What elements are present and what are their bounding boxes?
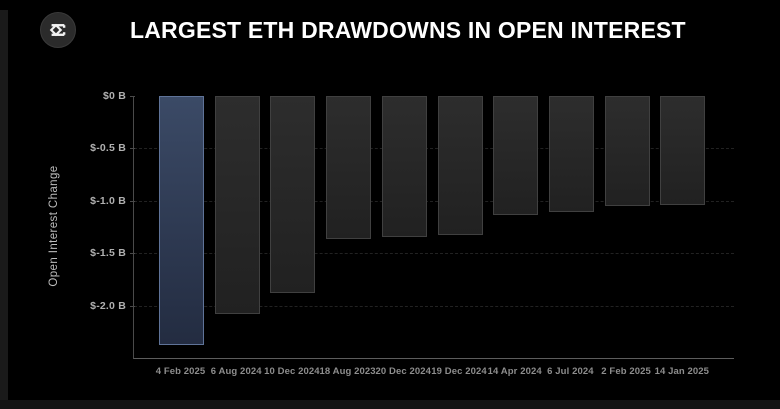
brand-logo[interactable] [40,12,76,48]
x-axis-label: 4 Feb 2025 [155,366,206,377]
bar[interactable] [381,96,427,238]
chart-title: LARGEST ETH DRAWDOWNS IN OPEN INTEREST [130,17,686,43]
x-axis-label: 10 Dec 2024 [264,366,320,377]
plot-area [133,96,734,359]
bar[interactable] [548,96,594,213]
window-edge-bottom [0,400,780,409]
y-tick-label: $-1.0 B [90,194,126,207]
x-axis-label: 6 Jul 2024 [547,366,594,377]
y-tick-label: $-2.0 B [90,299,126,312]
y-tick-label: $0 B [103,90,126,102]
gridline [134,200,734,202]
bar[interactable] [159,96,204,346]
y-tick-mark [130,253,135,255]
y-axis-title: Open Interest Change [48,165,60,287]
y-tick-mark [130,148,135,150]
bar[interactable] [437,96,483,236]
sigma-diamond-icon [49,23,66,37]
bar[interactable] [493,96,539,216]
x-axis-label: 19 Dec 2024 [431,366,487,377]
gridline [134,305,734,307]
x-axis-label: 2 Feb 2025 [601,366,651,377]
bar[interactable] [660,96,706,205]
gridline [134,148,734,150]
bar[interactable] [604,96,650,207]
y-tick-mark [130,200,135,202]
x-axis-label: 14 Apr 2024 [487,366,542,377]
x-axis-label: 6 Aug 2024 [210,366,262,377]
y-tick-mark [130,305,135,307]
bar[interactable] [270,96,316,294]
x-axis-label: 20 Dec 2024 [375,366,432,377]
y-tick-label: $-1.5 B [90,247,126,260]
y-tick-mark [130,96,135,97]
x-axis-label: 18 Aug 2023 [319,366,376,377]
gridline [134,253,734,255]
y-tick-label: $-0.5 B [90,142,126,155]
bar[interactable] [214,96,260,314]
window-edge-left [0,10,8,401]
x-axis-label: 14 Jan 2025 [654,366,710,377]
bar[interactable] [326,96,372,239]
